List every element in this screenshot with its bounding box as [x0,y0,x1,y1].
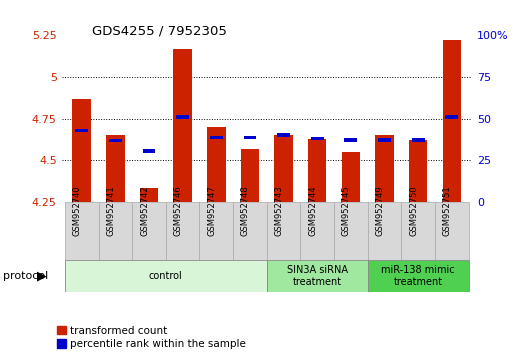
FancyBboxPatch shape [368,202,401,260]
Text: control: control [149,271,183,281]
Legend: transformed count, percentile rank within the sample: transformed count, percentile rank withi… [56,326,246,349]
Text: GSM952749: GSM952749 [376,185,385,236]
Text: GSM952748: GSM952748 [241,185,250,236]
Bar [274,135,293,202]
Text: GSM952740: GSM952740 [73,185,82,236]
FancyBboxPatch shape [65,202,98,260]
FancyBboxPatch shape [334,202,368,260]
Text: GSM952751: GSM952751 [443,185,452,236]
FancyBboxPatch shape [143,149,155,153]
Text: GSM952745: GSM952745 [342,185,351,236]
FancyBboxPatch shape [401,202,435,260]
FancyBboxPatch shape [368,260,468,292]
Bar [207,127,226,202]
FancyBboxPatch shape [233,202,267,260]
Bar [443,40,461,202]
Text: GSM952744: GSM952744 [308,185,317,236]
FancyBboxPatch shape [267,260,368,292]
FancyBboxPatch shape [210,136,223,139]
FancyBboxPatch shape [301,202,334,260]
Text: ▶: ▶ [36,270,46,282]
Text: GSM952742: GSM952742 [140,185,149,236]
FancyBboxPatch shape [98,202,132,260]
FancyBboxPatch shape [344,138,357,142]
Bar [106,135,125,202]
Bar [241,149,259,202]
Text: GSM952741: GSM952741 [106,185,115,236]
FancyBboxPatch shape [109,138,122,142]
Text: GSM952750: GSM952750 [409,185,418,236]
Bar [409,140,427,202]
Bar [72,99,91,202]
FancyBboxPatch shape [200,202,233,260]
Bar [140,188,159,202]
FancyBboxPatch shape [65,260,267,292]
Bar [308,138,326,202]
Text: protocol: protocol [3,271,48,281]
FancyBboxPatch shape [176,115,189,119]
Bar [342,152,360,202]
Text: GDS4255 / 7952305: GDS4255 / 7952305 [92,25,227,38]
FancyBboxPatch shape [277,133,290,137]
Text: GSM952746: GSM952746 [174,185,183,236]
FancyBboxPatch shape [166,202,200,260]
Text: miR-138 mimic
treatment: miR-138 mimic treatment [381,265,455,287]
Bar [173,49,192,202]
FancyBboxPatch shape [412,138,425,142]
FancyBboxPatch shape [132,202,166,260]
FancyBboxPatch shape [445,115,458,119]
FancyBboxPatch shape [75,129,88,132]
FancyBboxPatch shape [244,136,256,139]
FancyBboxPatch shape [435,202,468,260]
FancyBboxPatch shape [378,138,391,142]
FancyBboxPatch shape [267,202,301,260]
Text: GSM952747: GSM952747 [207,185,216,236]
Text: SIN3A siRNA
treatment: SIN3A siRNA treatment [287,265,348,287]
Text: GSM952743: GSM952743 [274,185,284,236]
Bar [375,135,394,202]
FancyBboxPatch shape [311,137,324,140]
